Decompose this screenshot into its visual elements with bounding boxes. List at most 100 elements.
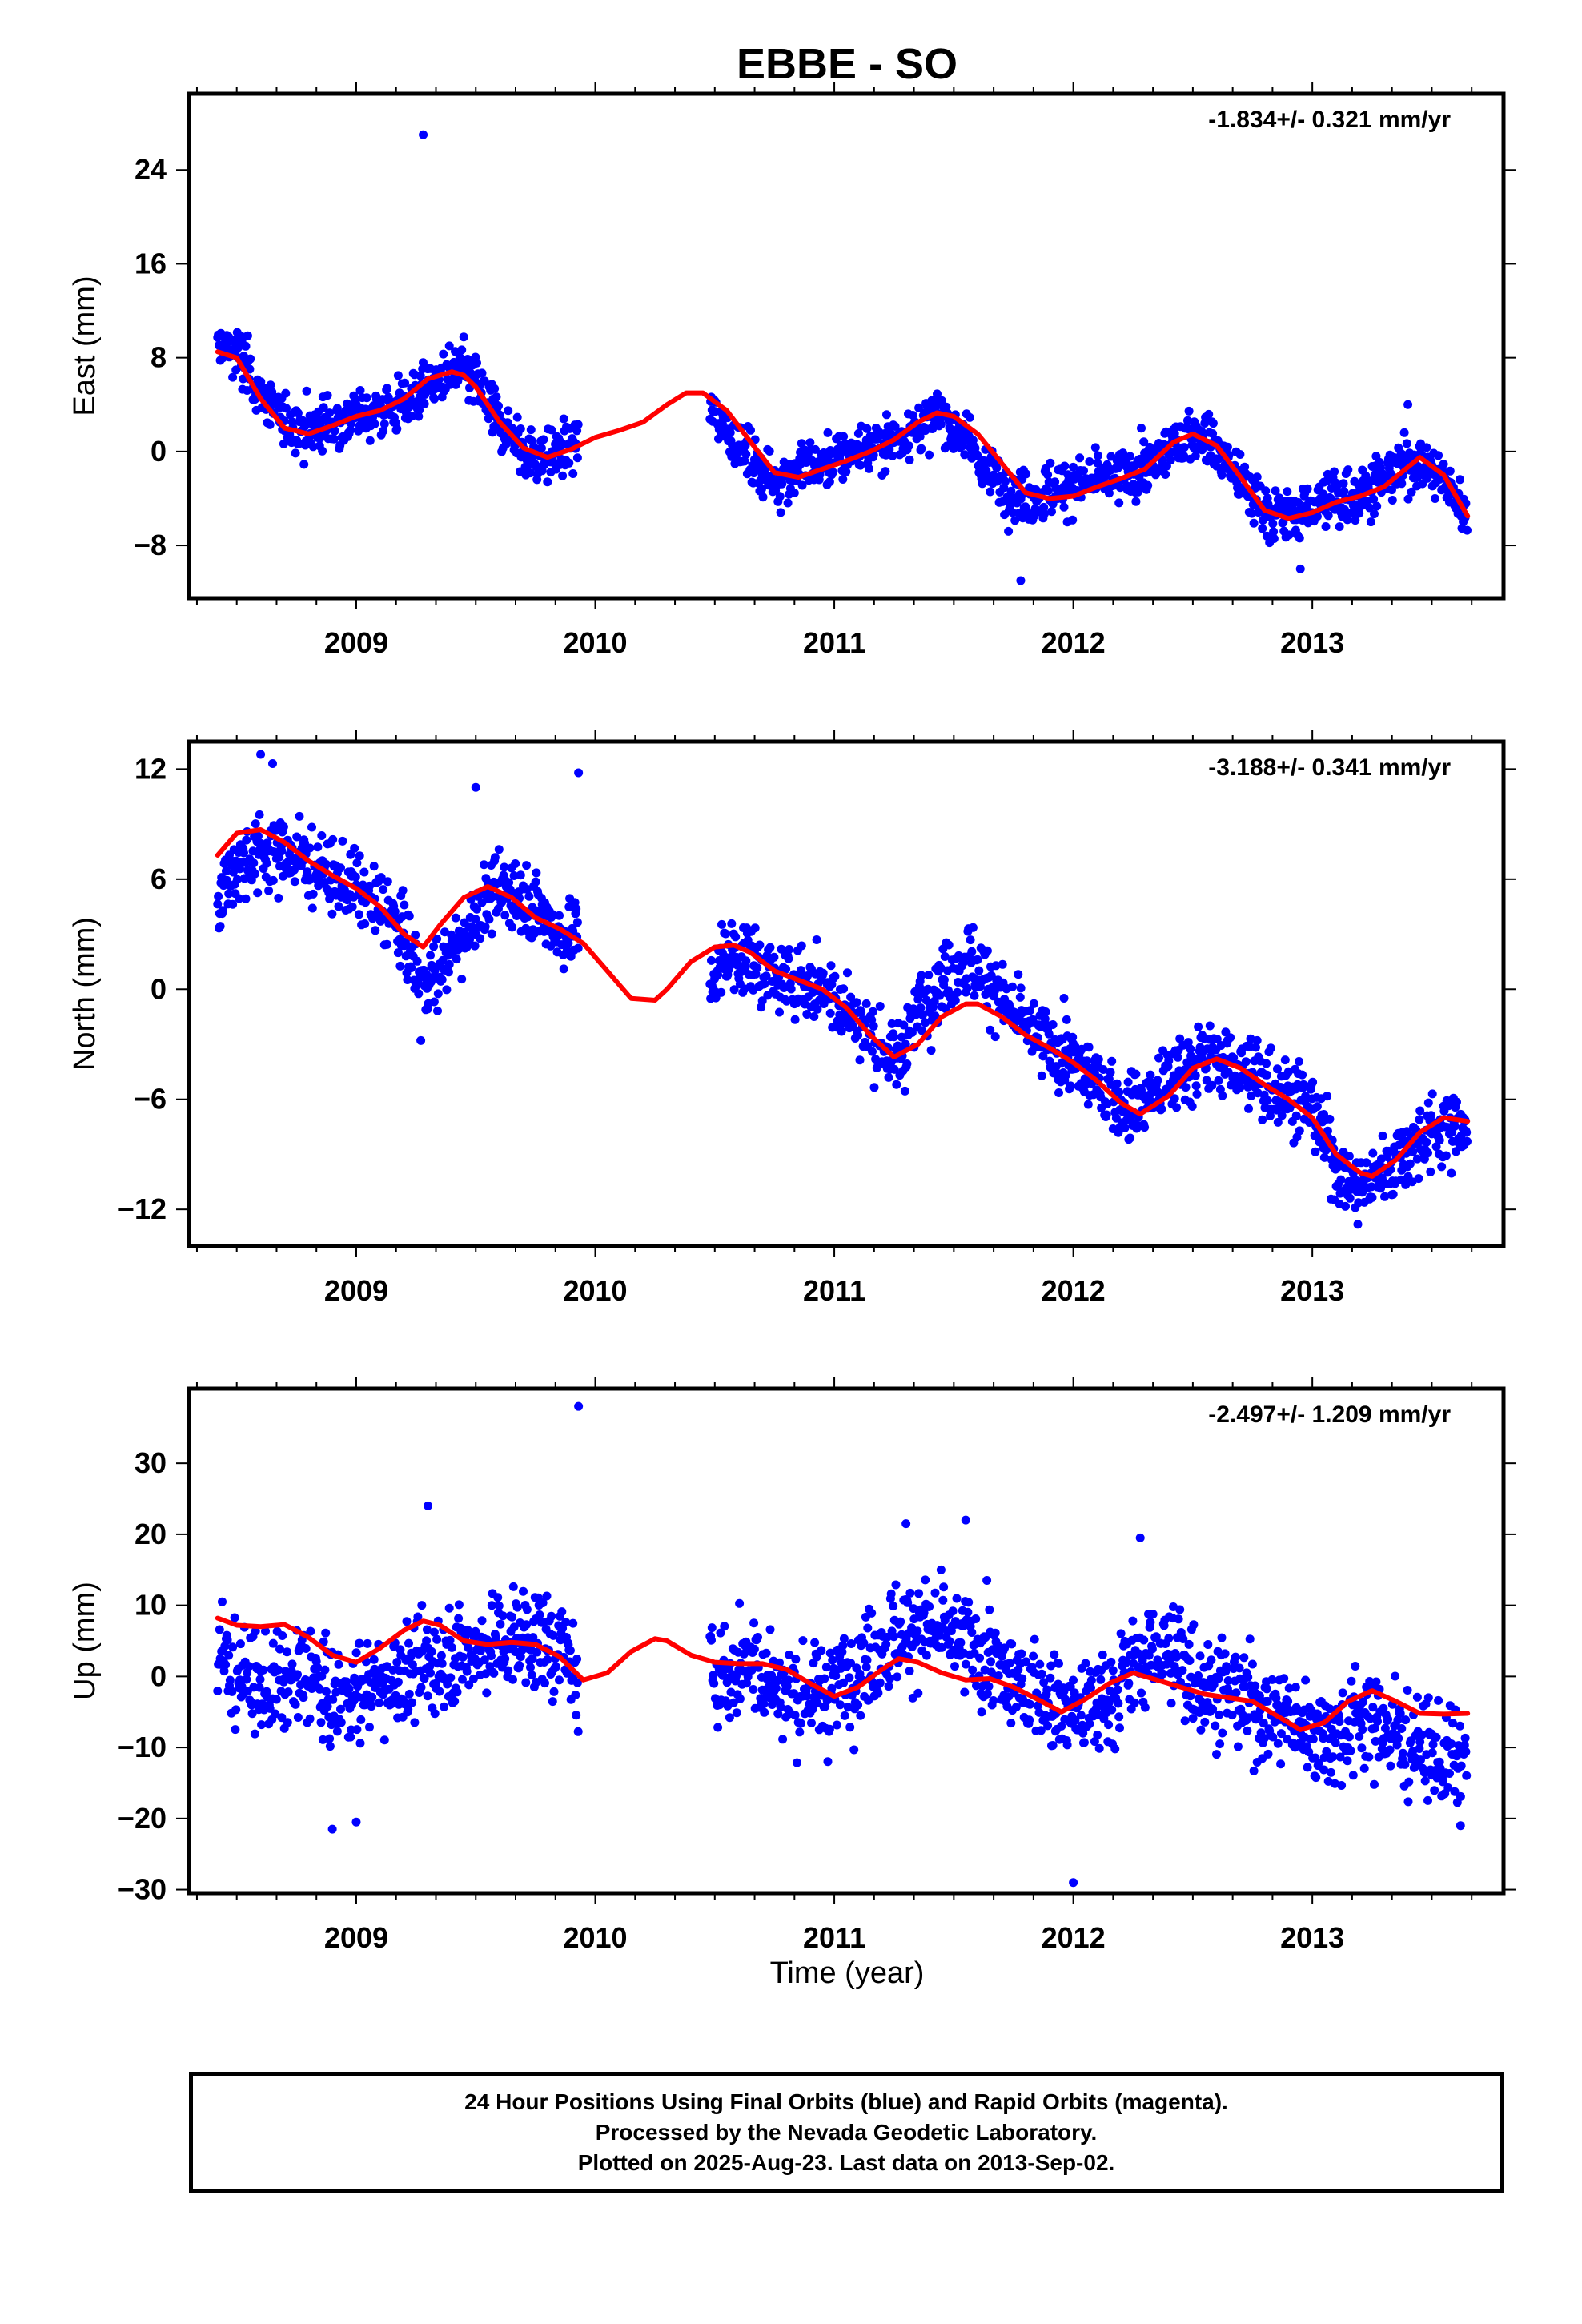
data-point	[274, 893, 283, 903]
outlier-point	[1403, 400, 1413, 409]
data-point	[1239, 1653, 1249, 1663]
data-point	[1372, 501, 1382, 511]
y-tick-label: −6	[134, 1083, 167, 1116]
data-point	[853, 1031, 863, 1040]
data-point	[1104, 1720, 1114, 1730]
data-point	[383, 877, 392, 887]
data-point	[278, 1631, 287, 1640]
data-point	[454, 1614, 464, 1623]
data-point	[1218, 1728, 1227, 1738]
data-point	[899, 1020, 909, 1030]
data-point	[1181, 1083, 1191, 1092]
data-point	[225, 1675, 235, 1685]
data-point	[1240, 462, 1250, 472]
data-point	[882, 1632, 892, 1642]
data-point	[1200, 1717, 1210, 1727]
data-point	[1170, 1094, 1179, 1104]
data-point	[1026, 1699, 1034, 1709]
data-point	[1172, 1103, 1182, 1112]
data-point	[1366, 517, 1375, 527]
data-point	[1401, 1180, 1411, 1189]
data-point	[1368, 1148, 1378, 1158]
data-point	[231, 1725, 240, 1735]
data-point	[494, 845, 504, 854]
data-point	[1084, 1043, 1094, 1052]
data-point	[967, 1628, 977, 1637]
data-point	[1431, 1142, 1441, 1152]
data-point	[1086, 1675, 1096, 1685]
data-point	[433, 1006, 442, 1015]
x-tick-label: 2009	[324, 626, 388, 659]
data-point	[809, 1012, 819, 1021]
data-point	[1070, 1715, 1080, 1725]
data-point	[504, 878, 514, 887]
x-tick-label: 2012	[1042, 1274, 1106, 1307]
data-point	[1169, 1602, 1178, 1611]
data-point	[1273, 1117, 1283, 1127]
data-point	[939, 1582, 949, 1592]
data-point	[1148, 1610, 1158, 1619]
data-point	[992, 463, 1002, 472]
data-point	[1016, 983, 1026, 993]
data-point	[332, 1727, 342, 1736]
data-point	[707, 1623, 717, 1633]
data-point	[403, 975, 412, 984]
data-point	[1308, 1735, 1318, 1744]
data-point	[346, 1732, 355, 1742]
data-point	[1399, 428, 1409, 437]
data-point	[1226, 1033, 1235, 1043]
data-point	[1079, 1738, 1089, 1747]
data-point	[568, 469, 578, 478]
data-point	[925, 1602, 934, 1611]
data-point	[1321, 522, 1331, 531]
data-point	[263, 838, 272, 848]
data-point	[512, 1602, 522, 1612]
data-point	[1044, 1029, 1054, 1039]
data-point	[1247, 1659, 1257, 1669]
data-point	[1006, 486, 1016, 496]
data-point	[812, 1652, 821, 1662]
data-point	[813, 1699, 822, 1708]
data-point	[1191, 1071, 1200, 1080]
data-point	[414, 989, 424, 999]
data-point	[1273, 1739, 1283, 1748]
data-point	[1346, 1746, 1355, 1755]
data-point	[242, 1675, 251, 1684]
data-point	[1211, 1721, 1220, 1731]
data-point	[1114, 1088, 1124, 1097]
data-point	[429, 1627, 439, 1637]
data-point	[439, 349, 448, 359]
data-point	[1358, 1188, 1367, 1197]
data-point	[1245, 1634, 1255, 1644]
data-point	[228, 899, 238, 909]
data-point	[1231, 1652, 1240, 1662]
data-point	[843, 1703, 853, 1712]
data-point	[855, 1055, 865, 1065]
data-point	[1137, 424, 1146, 433]
data-point	[775, 1007, 784, 1017]
data-point	[797, 941, 806, 951]
data-point	[1050, 1650, 1059, 1659]
data-point	[1001, 476, 1010, 486]
data-point	[362, 393, 371, 403]
data-point	[832, 1720, 841, 1730]
data-point	[318, 1735, 327, 1744]
data-point	[1312, 1102, 1322, 1112]
data-point	[771, 1683, 781, 1693]
data-point	[1355, 1732, 1364, 1741]
data-point	[1422, 1137, 1431, 1147]
data-point	[1323, 1126, 1332, 1136]
data-point	[410, 1718, 420, 1727]
data-point	[1085, 1719, 1094, 1728]
data-point	[308, 889, 318, 899]
data-point	[304, 875, 314, 885]
data-point	[426, 951, 435, 960]
data-point	[1207, 1655, 1216, 1665]
data-point	[547, 425, 556, 435]
data-point	[1387, 496, 1397, 505]
data-point	[975, 1653, 985, 1663]
data-point	[334, 1659, 343, 1669]
data-point	[773, 1709, 783, 1719]
data-point	[227, 1687, 237, 1696]
